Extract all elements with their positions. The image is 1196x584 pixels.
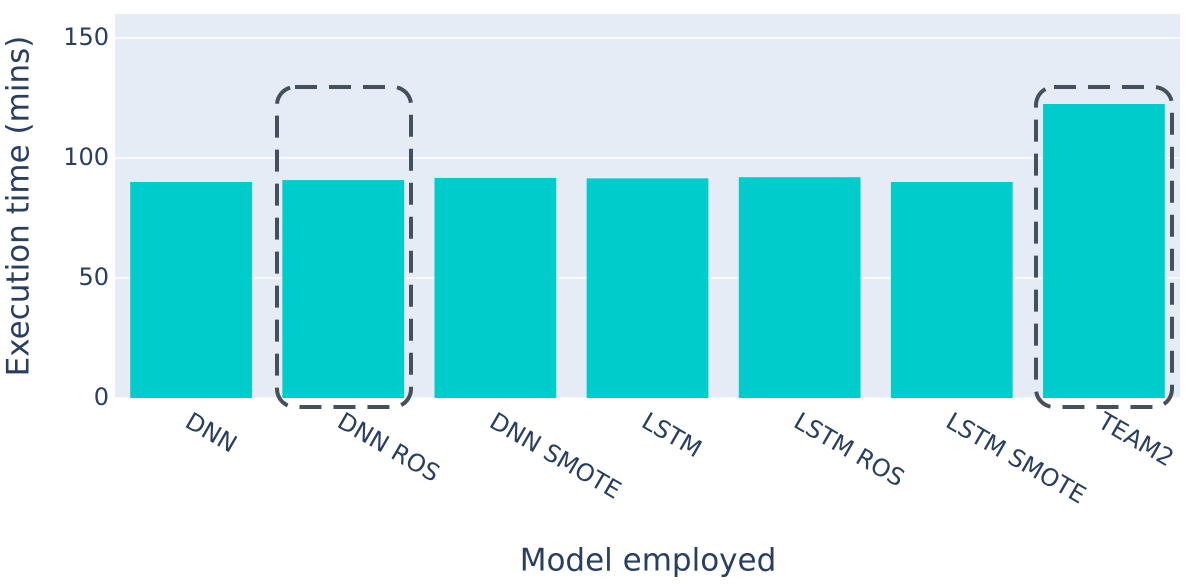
x-tick-label: DNN SMOTE bbox=[485, 407, 626, 505]
bar bbox=[738, 177, 861, 398]
y-tick-label: 100 bbox=[63, 143, 109, 171]
x-tick-label: LSTM bbox=[637, 407, 706, 463]
highlight-box bbox=[1034, 85, 1174, 409]
bar bbox=[586, 178, 709, 398]
x-tick-label: DNN ROS bbox=[333, 407, 445, 488]
x-tick-label: DNN bbox=[181, 407, 242, 458]
bar bbox=[130, 182, 252, 398]
y-tick-label: 50 bbox=[78, 263, 109, 291]
y-tick-label: 0 bbox=[94, 383, 109, 411]
x-axis-title: Model employed bbox=[520, 543, 777, 579]
y-axis-title: Execution time (mins) bbox=[1, 36, 37, 377]
x-tick-label: LSTM SMOTE bbox=[941, 407, 1090, 509]
y-tick-label: 150 bbox=[63, 23, 109, 51]
bar bbox=[434, 177, 557, 398]
bars bbox=[130, 104, 1165, 398]
bar bbox=[1043, 104, 1165, 398]
bar bbox=[282, 180, 405, 398]
x-tick-label: TEAM2 bbox=[1093, 407, 1179, 473]
x-tick-label: LSTM ROS bbox=[789, 407, 909, 492]
highlight-box bbox=[275, 85, 413, 409]
bar bbox=[890, 182, 1013, 398]
